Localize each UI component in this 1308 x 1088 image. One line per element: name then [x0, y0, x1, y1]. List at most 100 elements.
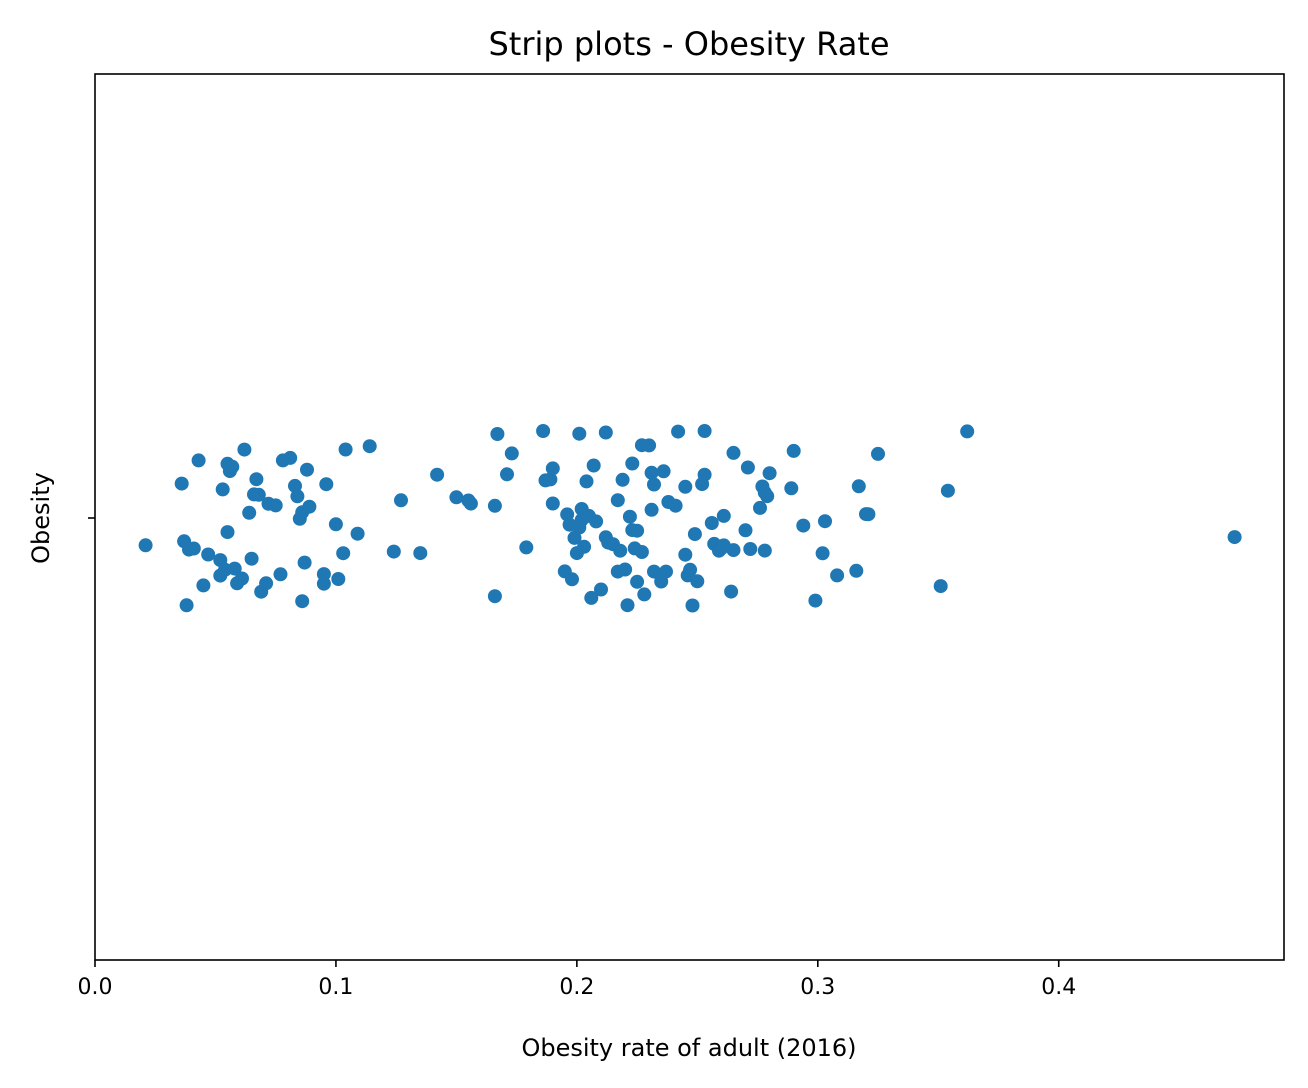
data-point	[738, 523, 753, 538]
data-point	[386, 544, 401, 559]
data-point	[331, 572, 346, 586]
data-point	[760, 489, 775, 504]
data-point	[138, 538, 153, 553]
data-point	[244, 551, 259, 566]
data-point	[726, 445, 741, 460]
data-point	[851, 479, 866, 494]
data-point	[338, 442, 353, 457]
data-point	[630, 523, 645, 538]
data-point	[647, 564, 661, 579]
data-point	[290, 489, 305, 504]
data-point	[634, 545, 649, 559]
x-tick-label: 0.1	[318, 975, 353, 1000]
data-point	[249, 472, 264, 487]
data-point	[615, 472, 630, 487]
data-point	[283, 450, 298, 465]
data-point	[620, 598, 635, 613]
data-point	[394, 493, 408, 508]
data-point	[762, 466, 777, 481]
data-point	[613, 543, 628, 558]
data-point	[743, 542, 758, 556]
data-point	[861, 507, 876, 522]
chart-title: Strip plots - Obesity Rate	[488, 25, 889, 63]
data-point	[565, 572, 579, 587]
data-point	[579, 474, 594, 489]
data-point	[584, 590, 599, 605]
data-point	[225, 459, 240, 474]
data-point	[589, 514, 604, 529]
data-point	[227, 561, 242, 576]
y-axis: Obesity	[27, 472, 95, 564]
data-point	[625, 456, 640, 471]
data-point	[815, 546, 830, 561]
data-point	[463, 496, 478, 511]
data-point	[704, 516, 719, 530]
data-point	[545, 496, 560, 511]
data-point	[687, 527, 702, 542]
data-point	[179, 598, 194, 613]
data-point	[572, 426, 587, 441]
plot-area	[94, 73, 1285, 961]
data-point	[724, 584, 739, 599]
data-point	[302, 499, 317, 514]
data-point	[610, 493, 625, 508]
data-point	[933, 579, 948, 594]
data-point	[818, 514, 832, 529]
data-point	[622, 509, 637, 524]
data-point	[697, 424, 712, 438]
data-point	[753, 500, 767, 515]
data-point	[690, 574, 705, 589]
data-point	[220, 525, 235, 540]
data-point	[594, 582, 608, 597]
data-point	[191, 453, 206, 468]
data-point	[642, 438, 657, 453]
data-point	[504, 446, 519, 461]
data-point	[336, 546, 351, 561]
data-point	[259, 576, 274, 591]
data-point	[328, 517, 343, 532]
data-point	[543, 472, 558, 487]
data-point	[871, 446, 885, 461]
data-point	[647, 477, 661, 492]
data-point	[726, 543, 741, 558]
data-point	[697, 467, 712, 482]
data-point	[796, 518, 811, 533]
x-tick-label: 0.3	[800, 975, 835, 1000]
data-point	[237, 442, 252, 457]
data-point	[716, 508, 731, 523]
data-point	[297, 555, 312, 570]
data-point	[500, 467, 514, 482]
data-point	[618, 562, 633, 577]
x-tick-label: 0.2	[559, 975, 594, 1000]
data-point	[940, 483, 955, 498]
data-point	[1227, 530, 1242, 545]
data-point	[490, 427, 505, 441]
data-point	[251, 487, 266, 502]
data-point	[201, 547, 216, 562]
data-point	[630, 574, 645, 589]
data-point	[808, 593, 823, 608]
data-point	[757, 543, 772, 558]
data-point	[413, 546, 428, 561]
data-point	[319, 477, 334, 492]
data-point	[784, 481, 799, 496]
data-point	[186, 541, 201, 556]
data-point	[545, 461, 560, 476]
data-point	[316, 567, 331, 582]
data-point	[683, 562, 698, 577]
data-point	[316, 576, 331, 591]
data-point	[196, 578, 211, 593]
data-point	[830, 568, 845, 583]
data-point	[174, 476, 189, 491]
x-tick-label: 0.0	[78, 975, 113, 1000]
data-point	[487, 589, 502, 604]
data-point	[786, 443, 801, 458]
data-points	[138, 424, 1242, 613]
data-point	[577, 539, 592, 554]
data-point	[644, 502, 659, 517]
data-point	[960, 424, 975, 439]
data-point	[659, 564, 673, 579]
data-point	[273, 567, 288, 582]
